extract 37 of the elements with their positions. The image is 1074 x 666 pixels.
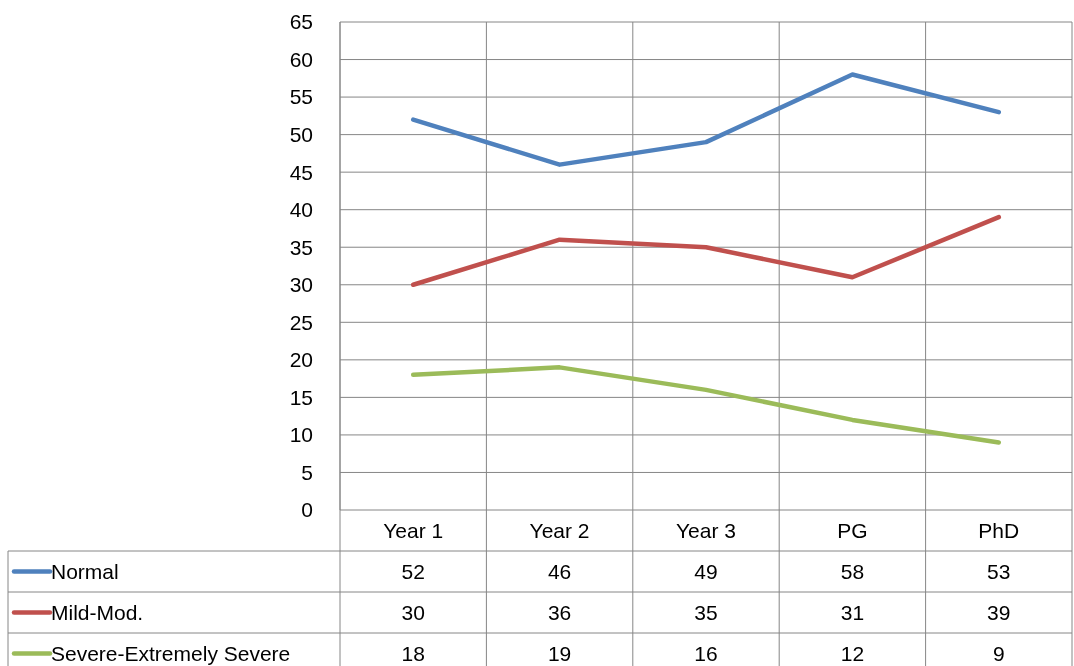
data-label: 30: [401, 600, 425, 624]
data-label: 49: [694, 559, 718, 583]
y-tick-label: 35: [289, 235, 313, 259]
y-tick-label: 20: [289, 348, 313, 372]
y-tick-label: 5: [301, 460, 313, 484]
x-tick-label: Year 1: [383, 518, 444, 542]
data-label: 46: [547, 559, 572, 583]
y-tick-label: 30: [289, 273, 313, 297]
data-label: 52: [401, 559, 425, 583]
data-label: 31: [840, 600, 865, 624]
y-tick-label: 55: [289, 85, 313, 109]
data-label: 12: [840, 641, 865, 665]
x-tick-label: PhD: [978, 518, 1020, 542]
x-tick-label: PG: [837, 518, 868, 542]
y-tick-label: 10: [289, 423, 313, 447]
x-tick-label: Year 2: [529, 518, 590, 542]
x-tick-label: Year 3: [676, 518, 736, 542]
data-label: 53: [987, 559, 1011, 583]
data-label: 35: [694, 600, 718, 624]
y-tick-label: 25: [289, 310, 313, 334]
legend-label: Severe-Extremely Severe: [51, 641, 291, 665]
data-label: 36: [547, 600, 572, 624]
data-label: 18: [401, 641, 425, 665]
y-tick-label: 60: [289, 47, 313, 71]
data-label: 39: [987, 600, 1011, 624]
y-tick-label: 50: [289, 122, 313, 146]
data-label: 9: [992, 641, 1005, 665]
y-tick-label: 15: [289, 385, 313, 409]
legend-label: Normal: [51, 559, 119, 583]
y-tick-label: 0: [301, 498, 313, 522]
y-tick-label: 65: [289, 10, 313, 34]
y-tick-label: 40: [289, 198, 313, 222]
data-label: 16: [694, 641, 718, 665]
legend-label: Mild-Mod.: [51, 600, 144, 624]
y-tick-label: 45: [289, 160, 313, 184]
data-label: 58: [840, 559, 865, 583]
data-label: 19: [547, 641, 572, 665]
